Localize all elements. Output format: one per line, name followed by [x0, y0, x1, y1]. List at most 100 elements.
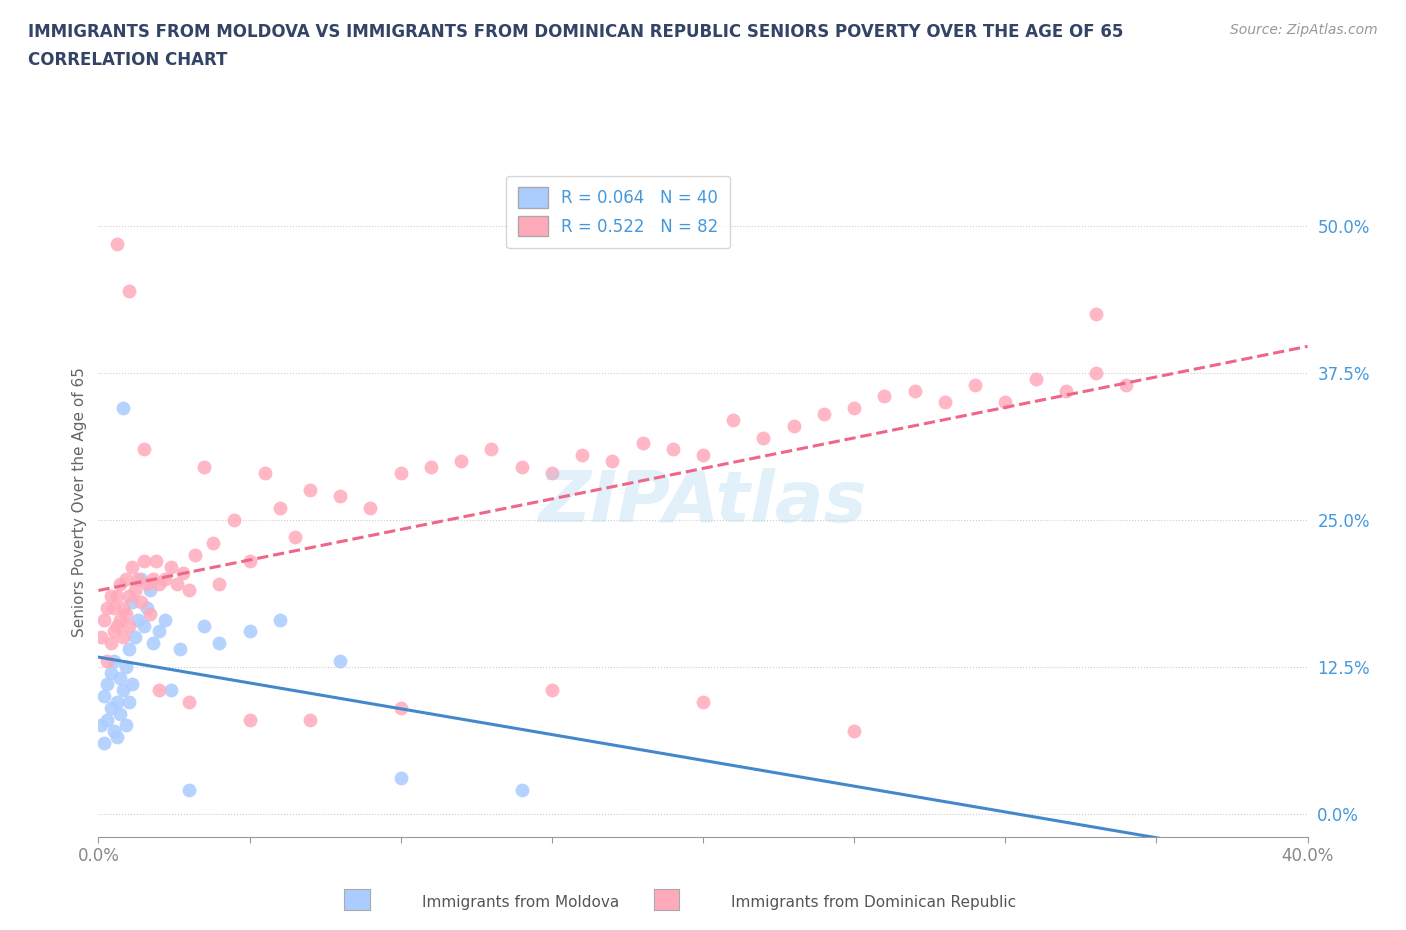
- Point: [108, 612, 131, 627]
- Point: [172, 565, 194, 580]
- Point: [90, 630, 112, 644]
- Point: [93, 688, 115, 703]
- Point: [994, 395, 1017, 410]
- Point: [752, 431, 775, 445]
- Point: [105, 730, 128, 745]
- Point: [224, 512, 246, 527]
- Point: [510, 782, 533, 797]
- Point: [96, 677, 118, 692]
- Point: [692, 695, 714, 710]
- Point: [177, 695, 201, 710]
- Point: [111, 601, 134, 616]
- Point: [239, 553, 262, 568]
- Point: [105, 695, 128, 710]
- Point: [121, 559, 143, 574]
- Point: [1024, 371, 1046, 386]
- Point: [100, 700, 122, 715]
- Point: [813, 406, 835, 421]
- Point: [108, 706, 131, 721]
- Point: [692, 447, 714, 462]
- Point: [100, 636, 122, 651]
- Point: [105, 589, 128, 604]
- Point: [145, 553, 167, 568]
- Point: [450, 454, 472, 469]
- Point: [360, 500, 382, 515]
- Point: [132, 553, 155, 568]
- Point: [389, 700, 412, 715]
- Point: [105, 236, 128, 251]
- Point: [177, 583, 201, 598]
- Point: [121, 677, 143, 692]
- Point: [142, 571, 165, 586]
- Point: [108, 671, 131, 685]
- Point: [114, 606, 136, 621]
- Text: Source: ZipAtlas.com: Source: ZipAtlas.com: [1230, 23, 1378, 37]
- Point: [1115, 378, 1137, 392]
- Point: [103, 601, 125, 616]
- Point: [103, 724, 125, 738]
- Point: [148, 624, 170, 639]
- Point: [111, 630, 134, 644]
- Point: [329, 654, 352, 669]
- Point: [253, 465, 276, 480]
- Point: [169, 642, 191, 657]
- Point: [299, 712, 322, 727]
- Text: Immigrants from Moldova: Immigrants from Moldova: [422, 895, 619, 910]
- Point: [135, 577, 157, 591]
- Point: [124, 583, 146, 598]
- Point: [111, 401, 134, 416]
- Point: [135, 601, 157, 616]
- Point: [904, 383, 927, 398]
- Point: [602, 454, 624, 469]
- Point: [93, 736, 115, 751]
- Point: [96, 654, 118, 669]
- Point: [129, 571, 152, 586]
- Point: [481, 442, 503, 457]
- Point: [389, 465, 412, 480]
- Point: [160, 683, 183, 698]
- Point: [934, 395, 956, 410]
- Point: [844, 724, 866, 738]
- Point: [100, 665, 122, 680]
- Point: [103, 624, 125, 639]
- Point: [118, 589, 141, 604]
- Point: [631, 436, 654, 451]
- Point: [269, 612, 291, 627]
- Point: [124, 630, 146, 644]
- Point: [661, 442, 683, 457]
- Point: [965, 378, 987, 392]
- Point: [284, 530, 307, 545]
- Point: [100, 589, 122, 604]
- Point: [177, 782, 201, 797]
- Point: [239, 624, 262, 639]
- Point: [239, 712, 262, 727]
- Point: [721, 413, 744, 428]
- Point: [96, 712, 118, 727]
- Point: [208, 577, 231, 591]
- Point: [132, 442, 155, 457]
- Point: [571, 447, 593, 462]
- Point: [105, 618, 128, 633]
- Point: [844, 401, 866, 416]
- Point: [510, 459, 533, 474]
- Point: [90, 718, 112, 733]
- Point: [118, 695, 141, 710]
- Point: [153, 571, 176, 586]
- Point: [132, 618, 155, 633]
- Point: [389, 771, 412, 786]
- Point: [193, 618, 215, 633]
- Text: ZIPAtlas: ZIPAtlas: [538, 468, 868, 537]
- Point: [419, 459, 441, 474]
- Point: [96, 601, 118, 616]
- Point: [208, 636, 231, 651]
- Point: [111, 683, 134, 698]
- Point: [1054, 383, 1077, 398]
- Point: [139, 606, 162, 621]
- Point: [127, 571, 149, 586]
- Point: [148, 577, 170, 591]
- Point: [148, 683, 170, 698]
- Point: [127, 612, 149, 627]
- Point: [153, 612, 176, 627]
- Point: [329, 489, 352, 504]
- Text: IMMIGRANTS FROM MOLDOVA VS IMMIGRANTS FROM DOMINICAN REPUBLIC SENIORS POVERTY OV: IMMIGRANTS FROM MOLDOVA VS IMMIGRANTS FR…: [28, 23, 1123, 41]
